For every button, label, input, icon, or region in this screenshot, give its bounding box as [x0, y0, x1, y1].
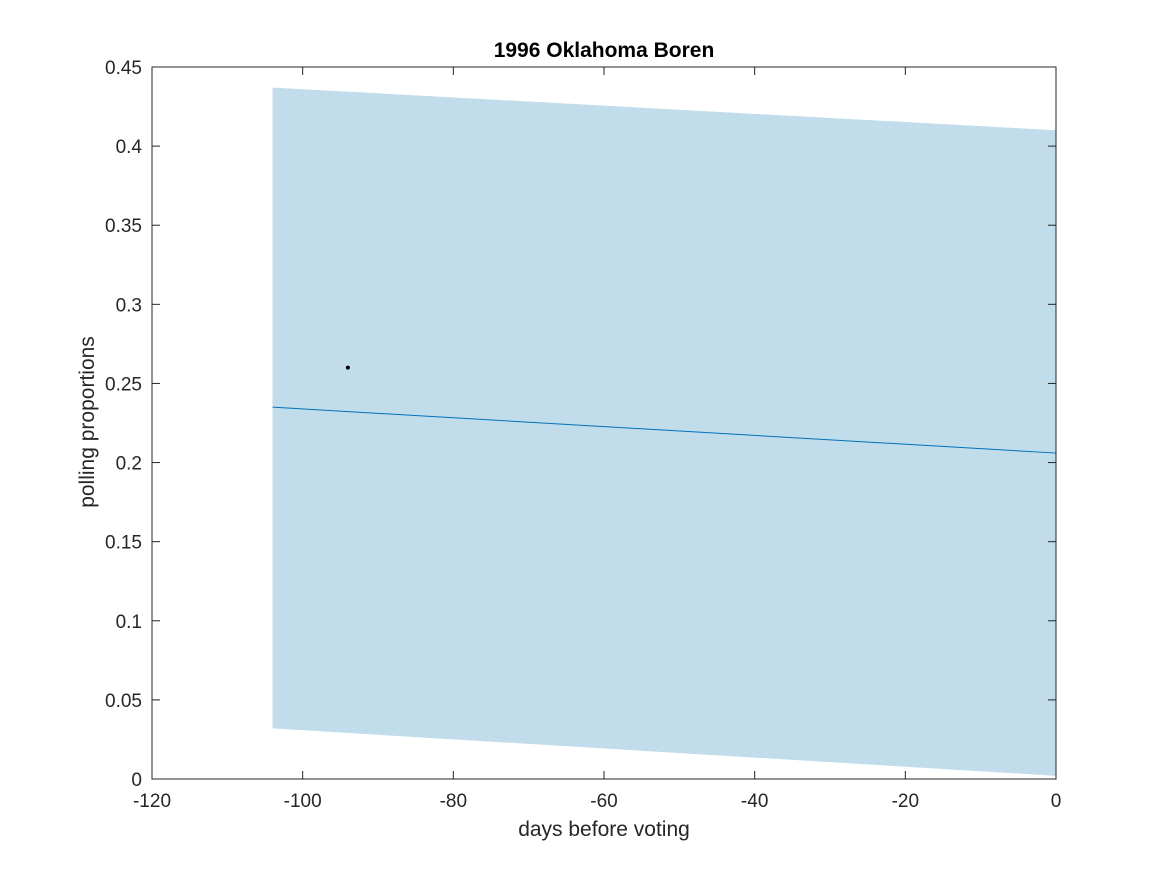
y-tick-label: 0.1 — [116, 612, 142, 633]
x-axis-label: days before voting — [518, 818, 690, 841]
y-tick-label: 0 — [131, 770, 142, 791]
y-tick-label: 0.35 — [105, 216, 142, 237]
data-point — [345, 365, 350, 370]
y-tick-label: 0.2 — [116, 454, 142, 475]
axes: -120 -100 -80 -60 -40 -20 0 0 0.05 0.1 0.15 0.2 0.25… — [105, 58, 1061, 812]
y-tick-label: 0.45 — [105, 58, 142, 79]
trend-line — [272, 406, 1057, 454]
y-tick-label: 0.4 — [116, 137, 143, 158]
y-axis-label: polling proportions — [76, 336, 99, 508]
confidence-band — [272, 87, 1056, 776]
y-tick-label: 0.05 — [105, 691, 142, 712]
plot-area — [272, 87, 1057, 776]
chart-title: 1996 Oklahoma Boren — [494, 39, 715, 62]
y-tick-label: 0.15 — [105, 533, 142, 554]
x-tick-label: 0 — [1051, 791, 1062, 812]
x-tick-label: -120 — [133, 791, 171, 812]
y-tick-label: 0.3 — [116, 295, 142, 316]
y-tick-label: 0.25 — [105, 374, 142, 395]
x-tick-label: -60 — [590, 791, 617, 812]
x-tick-label: -40 — [741, 791, 768, 812]
x-tick-label: -20 — [892, 791, 919, 812]
x-tick-label: -100 — [284, 791, 322, 812]
x-tick-label: -80 — [440, 791, 467, 812]
